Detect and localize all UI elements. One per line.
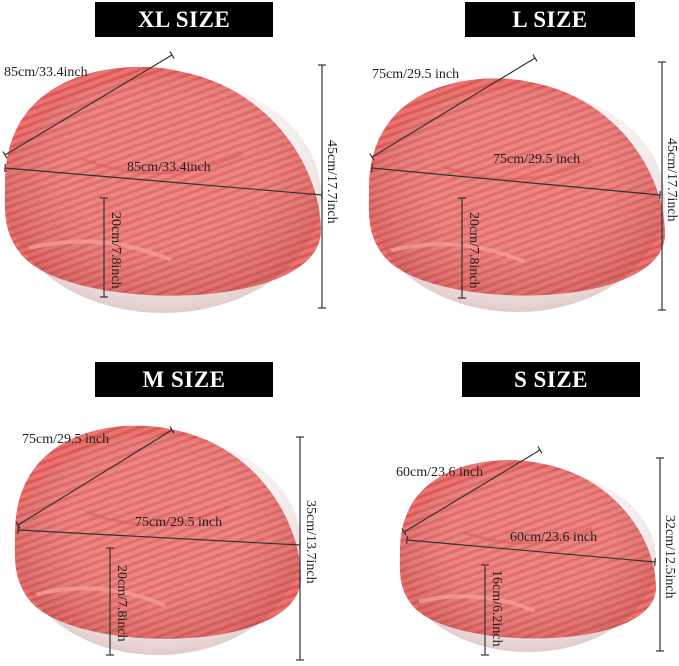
size-banner-xl: XL SIZE <box>95 2 273 37</box>
width-label: 75cm/29.5 inch <box>135 515 223 530</box>
bean-bag-shading <box>15 435 301 655</box>
bean-bag-seat-dip <box>85 505 231 526</box>
diagonal-dimension-line-tick <box>369 153 375 161</box>
diagonal-label: 60cm/23.6 inch <box>396 465 484 480</box>
diagonal-label: 75cm/29.5 inch <box>372 67 460 82</box>
width-dimension-line <box>406 539 656 563</box>
diagonal-dimension-line-tick <box>537 446 543 454</box>
bean-bag-shading <box>5 77 321 313</box>
height-label: 32cm/12.5inch <box>662 515 677 599</box>
diagonal-dimension-line <box>371 57 536 158</box>
diagonal-dimension-line-tick <box>169 51 175 59</box>
size-banner-s: S SIZE <box>462 362 640 397</box>
bean-bag-seam <box>418 594 536 613</box>
bean-bag-seat-dip <box>83 152 243 175</box>
width-dimension-line-tick <box>371 163 373 173</box>
width-dimension-line-tick <box>4 163 6 173</box>
width-label: 60cm/23.6 inch <box>510 530 598 545</box>
height-label: 45cm/17.7inch <box>664 138 679 222</box>
diagonal-dimension-line-tick <box>532 54 538 62</box>
diagonal-dimension-line-tick <box>169 426 175 434</box>
diagonal-dimension-line <box>17 429 173 526</box>
seat-height-label: 20cm/7.8inch <box>114 565 129 642</box>
height-label: 45cm/17.7inch <box>324 140 339 224</box>
size-banner-m: M SIZE <box>95 362 273 397</box>
width-label: 75cm/29.5 inch <box>493 152 581 167</box>
bean-bag-seat-dip <box>463 526 593 545</box>
seat-height-label: 20cm/7.8inch <box>108 212 123 289</box>
bean-bag-shading <box>400 468 656 652</box>
seat-height-label: 16cm/6.2inch <box>489 570 504 647</box>
bean-bag-shading <box>369 88 665 312</box>
width-dimension-line <box>371 167 661 196</box>
width-dimension-line <box>17 529 301 546</box>
width-dimension-line <box>4 167 323 196</box>
diagonal-label: 75cm/29.5 inch <box>22 432 110 447</box>
diagonal-dimension-line-tick <box>15 521 21 529</box>
diagonal-dimension-line <box>403 449 541 533</box>
diagonal-dimension-line <box>4 54 173 156</box>
bean-bag-seam <box>28 239 172 262</box>
diagonal-dimension-line-tick <box>2 151 8 159</box>
diagonal-dimension-line-tick <box>401 528 407 536</box>
bean-bag-seam <box>35 586 166 608</box>
size-banner-l: L SIZE <box>465 2 635 37</box>
width-label: 85cm/33.4inch <box>127 160 211 175</box>
bean-bag-seat-dip <box>442 159 592 181</box>
diagonal-label: 85cm/33.4inch <box>4 65 88 80</box>
width-dimension-line-tick <box>659 190 661 200</box>
bean-bag-seam <box>390 242 526 264</box>
width-dimension-line-tick <box>406 535 408 545</box>
height-label: 35cm/13.7inch <box>303 500 318 584</box>
width-dimension-line-tick <box>654 557 656 567</box>
seat-height-label: 20cm/7.8inch <box>466 212 481 289</box>
